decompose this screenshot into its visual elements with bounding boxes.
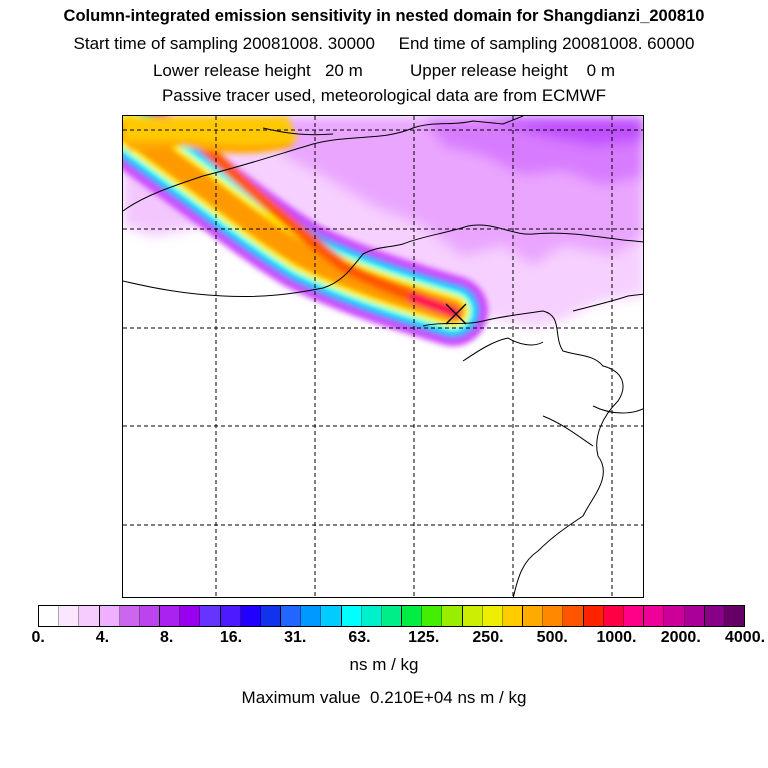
colorbar-segment bbox=[220, 606, 241, 626]
colorbar-segment bbox=[724, 606, 745, 626]
colorbar-segment bbox=[240, 606, 261, 626]
colorbar-segment bbox=[281, 606, 302, 626]
colorbar-tick-label: 8. bbox=[160, 629, 174, 646]
colorbar-tick-labels: 0. 4. 8. 16. 31. 63. 125. 250. 500. 1000. 2000. 400… bbox=[0, 628, 768, 648]
colorbar-tick-label: 0. bbox=[31, 629, 45, 646]
colorbar-segment bbox=[139, 606, 161, 626]
colorbar-tick-label: 125. bbox=[408, 629, 440, 646]
colorbar-segment bbox=[623, 606, 645, 626]
colorbar-segment bbox=[79, 606, 100, 626]
colorbar-segment bbox=[160, 606, 181, 626]
colorbar-segment bbox=[442, 606, 463, 626]
colorbar-tick-label: 4000. bbox=[725, 629, 766, 646]
colorbar-segment bbox=[59, 606, 80, 626]
colorbar-segment bbox=[482, 606, 503, 626]
colorbar-segment bbox=[422, 606, 443, 626]
colorbar-segment bbox=[99, 606, 120, 626]
colorbar-segment bbox=[543, 606, 564, 626]
colorbar-segment bbox=[502, 606, 524, 626]
colorbar-segment bbox=[402, 606, 423, 626]
colorbar-segment bbox=[704, 606, 725, 626]
colorbar-segment bbox=[119, 606, 140, 626]
colorbar-segment bbox=[260, 606, 282, 626]
colorbar-segment bbox=[381, 606, 403, 626]
colorbar-tick-label: 31. bbox=[284, 629, 307, 646]
coastlines bbox=[123, 116, 643, 597]
colorbar-segment bbox=[341, 606, 362, 626]
colorbar-tick-label: 500. bbox=[536, 629, 568, 646]
graticule bbox=[123, 116, 643, 597]
colorbar-tick-label: 1000. bbox=[596, 629, 637, 646]
colorbar-tick-label: 63. bbox=[348, 629, 371, 646]
colorbar-segment bbox=[39, 606, 60, 626]
colorbar bbox=[38, 605, 745, 627]
plot-title: Column-integrated emission sensitivity i… bbox=[63, 7, 705, 25]
x-cross-marker-icon bbox=[445, 303, 467, 325]
colorbar-segment bbox=[361, 606, 382, 626]
colorbar-tick-label: 16. bbox=[219, 629, 243, 646]
data-source-note: Passive tracer used, meteorological data… bbox=[161, 86, 607, 105]
colorbar-segment bbox=[180, 606, 201, 626]
colorbar-segment bbox=[301, 606, 322, 626]
colorbar-segment bbox=[563, 606, 584, 626]
maximum-value-note: Maximum value 0.210E+04 ns m / kg bbox=[241, 688, 527, 707]
colorbar-tick-label: 4. bbox=[95, 629, 110, 646]
colorbar-units: ns m / kg bbox=[349, 655, 419, 674]
sampling-times: Start time of sampling 20081008. 30000 E… bbox=[73, 34, 695, 53]
colorbar-segment bbox=[523, 606, 544, 626]
colorbar-segment bbox=[644, 606, 665, 626]
map-canvas bbox=[123, 116, 643, 597]
sensitivity-map bbox=[122, 115, 644, 598]
colorbar-tick-label: 250. bbox=[472, 629, 504, 646]
colorbar-segment bbox=[321, 606, 342, 626]
colorbar-segment bbox=[684, 606, 705, 626]
colorbar-tick-label: 2000. bbox=[660, 629, 701, 646]
colorbar-segment bbox=[664, 606, 685, 626]
colorbar-segment bbox=[462, 606, 483, 626]
colorbar-segment bbox=[583, 606, 604, 626]
colorbar-segment bbox=[603, 606, 624, 626]
colorbar-segment bbox=[200, 606, 221, 626]
release-heights: Lower release height 20 m Upper release … bbox=[152, 61, 616, 80]
